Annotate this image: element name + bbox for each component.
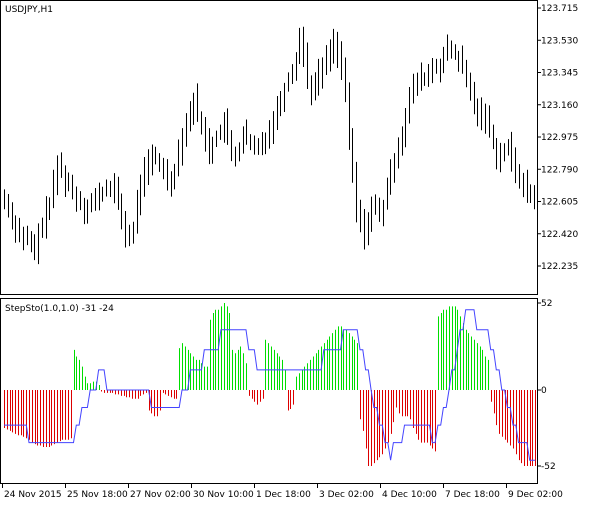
price-tick-label: 122.420 <box>541 230 578 240</box>
price-axis: 123.715 123.530 123.345 123.160 122.975 122.7… <box>538 4 578 272</box>
histogram-bars <box>4 303 536 466</box>
indicator-label: StepSto(1.0,1.0) -31 -24 <box>5 304 114 314</box>
symbol-label: USDJPY,H1 <box>5 5 53 15</box>
indicator-axis: 52 0 -52 <box>538 299 556 472</box>
price-tick-label: 123.345 <box>541 69 578 79</box>
time-tick-label: 25 Nov 18:00 <box>67 490 128 500</box>
price-tick-label: 123.530 <box>541 36 578 46</box>
indicator-panel-frame <box>0 298 538 484</box>
price-tick-label: 123.160 <box>541 101 578 111</box>
time-tick-label: 27 Nov 02:00 <box>130 490 191 500</box>
step-line <box>4 309 536 461</box>
indicator-tick-label: 0 <box>541 386 547 396</box>
price-tick-label: 122.235 <box>541 262 578 272</box>
indicator-tick-label: 52 <box>541 299 552 309</box>
time-tick-label: 9 Dec 02:00 <box>508 490 563 500</box>
price-tick-label: 123.715 <box>541 4 578 14</box>
price-tick-label: 122.975 <box>541 133 578 143</box>
indicator-tick-label: -52 <box>541 462 556 472</box>
time-tick-label: 3 Dec 02:00 <box>319 490 374 500</box>
time-tick-label: 4 Dec 10:00 <box>382 490 437 500</box>
price-panel-frame <box>0 0 538 295</box>
time-tick-label: 30 Nov 10:00 <box>193 490 254 500</box>
price-tick-label: 122.790 <box>541 165 578 175</box>
time-tick-label: 24 Nov 2015 <box>4 490 62 500</box>
price-bars <box>4 26 535 265</box>
time-axis: 24 Nov 2015 25 Nov 18:00 27 Nov 02:00 30 No… <box>2 484 563 500</box>
time-tick-label: 1 Dec 18:00 <box>256 490 311 500</box>
time-tick-label: 7 Dec 18:00 <box>445 490 500 500</box>
price-tick-label: 122.605 <box>541 198 578 208</box>
